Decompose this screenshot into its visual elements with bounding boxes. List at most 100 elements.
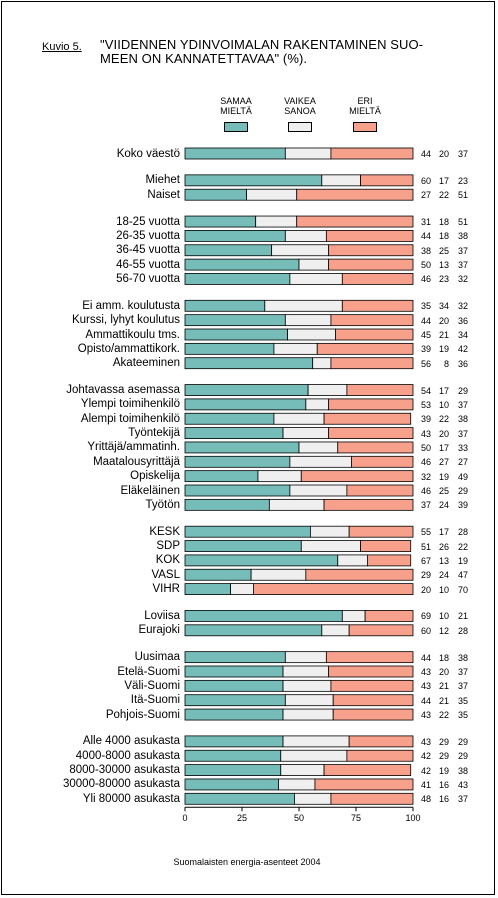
- value-label-vaikea: 34: [438, 301, 449, 312]
- category-label: SDP: [156, 540, 180, 553]
- bar-segment-samaa: [184, 665, 284, 678]
- chart-title-line-1: "VIIDENNEN YDINVOIMALAN RAKENTAMINEN SUO…: [100, 37, 424, 52]
- category-label: Alempi toimihenkilö: [80, 412, 180, 425]
- value-label-vaikea: 13: [438, 260, 449, 271]
- value-label-vaikea: 17: [438, 527, 449, 538]
- bar-segment-vaikea: [298, 441, 339, 454]
- bar-segment-samaa: [184, 273, 291, 285]
- value-label-vaikea: 21: [438, 681, 449, 692]
- bar-segment-eri: [323, 764, 412, 776]
- bar-segment-eri: [296, 188, 414, 201]
- value-label-samaa: 43: [420, 667, 431, 677]
- value-label-samaa: 43: [420, 681, 431, 692]
- bar-segment-vaikea: [280, 764, 325, 776]
- value-label-samaa: 38: [420, 245, 431, 256]
- category-label: KESK: [149, 525, 180, 538]
- value-label-samaa: 35: [420, 301, 431, 312]
- value-label-samaa: 67: [420, 555, 431, 566]
- bar-segment-vaikea: [257, 470, 302, 483]
- category-label: Kurssi, lyhyt koulutus: [71, 314, 180, 327]
- bar-segment-samaa: [184, 484, 291, 497]
- bar-segment-vaikea: [287, 328, 336, 341]
- value-label-vaikea: 19: [438, 765, 449, 776]
- bar-segment-vaikea: [289, 484, 348, 497]
- bar-segment-samaa: [184, 412, 275, 425]
- value-label-eri: 42: [457, 344, 468, 355]
- bar-segment-eri: [328, 427, 414, 440]
- bar-segment-samaa: [184, 679, 284, 692]
- value-label-eri: 47: [457, 570, 468, 581]
- value-label-samaa: 69: [420, 611, 431, 622]
- bar-segment-vaikea: [282, 427, 330, 440]
- bar-segment-eri: [328, 244, 414, 257]
- value-label-vaikea: 10: [438, 399, 449, 410]
- category-label: Opisto/ammattikork.: [77, 342, 180, 355]
- value-label-vaikea: 16: [438, 794, 449, 805]
- bar-segment-samaa: [184, 328, 288, 341]
- bar-segment-eri: [325, 651, 414, 664]
- bar-segment-samaa: [184, 229, 286, 242]
- bar-segment-vaikea: [298, 258, 330, 271]
- bar-segment-eri: [328, 258, 414, 271]
- value-label-samaa: 43: [420, 710, 431, 721]
- bar-segment-vaikea: [294, 792, 332, 805]
- value-label-samaa: 44: [420, 695, 431, 706]
- bar-segment-vaikea: [280, 749, 348, 762]
- value-label-eri: 37: [457, 260, 468, 271]
- bar-segment-vaikea: [305, 398, 330, 411]
- bar-segment-vaikea: [250, 568, 307, 581]
- value-label-eri: 29: [457, 751, 468, 762]
- value-label-vaikea: 17: [438, 385, 449, 396]
- bar-segment-eri: [351, 455, 414, 468]
- bar-segment-samaa: [184, 384, 309, 396]
- value-label-samaa: 39: [420, 414, 431, 425]
- category-label: 26-35 vuotta: [116, 229, 180, 242]
- x-tick-label: 0: [182, 813, 188, 824]
- bar-segment-samaa: [184, 357, 314, 370]
- bar-segment-vaikea: [282, 665, 330, 678]
- bar-segment-eri: [341, 273, 414, 285]
- bar-segment-samaa: [184, 470, 259, 483]
- value-label-samaa: 31: [420, 217, 431, 228]
- category-label: Maatalousyrittäjä: [93, 455, 180, 468]
- bar-segment-samaa: [184, 568, 252, 581]
- bar-segment-vaikea: [309, 525, 350, 538]
- legend-label-eri: ERI MIELTÄ: [349, 96, 381, 116]
- value-label-samaa: 42: [420, 765, 431, 776]
- value-label-vaikea: 20: [438, 428, 449, 439]
- value-label-samaa: 53: [420, 399, 431, 410]
- value-label-samaa: 56: [420, 358, 431, 369]
- value-label-eri: 37: [457, 245, 468, 256]
- value-label-vaikea: 27: [438, 457, 449, 468]
- value-label-eri: 37: [457, 794, 468, 805]
- value-label-vaikea: 18: [438, 231, 449, 242]
- value-label-vaikea: 20: [438, 149, 449, 159]
- bar-segment-samaa: [184, 314, 286, 327]
- bar-segment-samaa: [184, 583, 231, 595]
- bar-segment-samaa: [184, 427, 284, 440]
- bar-segment-samaa: [184, 708, 284, 721]
- value-label-samaa: 43: [420, 428, 431, 439]
- value-label-samaa: 43: [420, 736, 431, 747]
- category-label: 56-70 vuotta: [116, 272, 180, 285]
- value-label-eri: 43: [457, 779, 468, 790]
- bar-segment-eri: [252, 583, 414, 595]
- category-label: 4000-8000 asukasta: [75, 749, 180, 762]
- value-label-samaa: 42: [420, 751, 431, 762]
- bar-segment-eri: [330, 147, 414, 160]
- value-label-samaa: 51: [420, 541, 431, 552]
- bar-segment-vaikea: [284, 147, 332, 160]
- value-label-eri: 38: [457, 652, 468, 663]
- bar-segment-eri: [366, 554, 412, 567]
- x-tick-label: 25: [236, 813, 247, 824]
- bar-segment-samaa: [184, 749, 282, 762]
- bar-segment-eri: [330, 792, 414, 805]
- source-note: Suomalaisten energia-asenteet 2004: [173, 857, 321, 867]
- bar-segment-eri: [346, 484, 414, 497]
- bar-segment-eri: [325, 229, 414, 242]
- value-label-eri: 29: [457, 736, 468, 747]
- bar-segment-eri: [314, 778, 414, 791]
- value-label-eri: 37: [457, 681, 468, 692]
- value-label-eri: 37: [457, 399, 468, 410]
